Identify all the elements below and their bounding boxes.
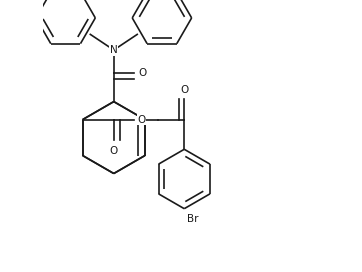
Text: O: O: [110, 146, 118, 156]
Text: Br: Br: [187, 214, 198, 224]
Text: O: O: [137, 115, 146, 125]
Text: O: O: [138, 69, 146, 78]
Text: N: N: [110, 45, 118, 55]
Text: O: O: [180, 85, 188, 95]
